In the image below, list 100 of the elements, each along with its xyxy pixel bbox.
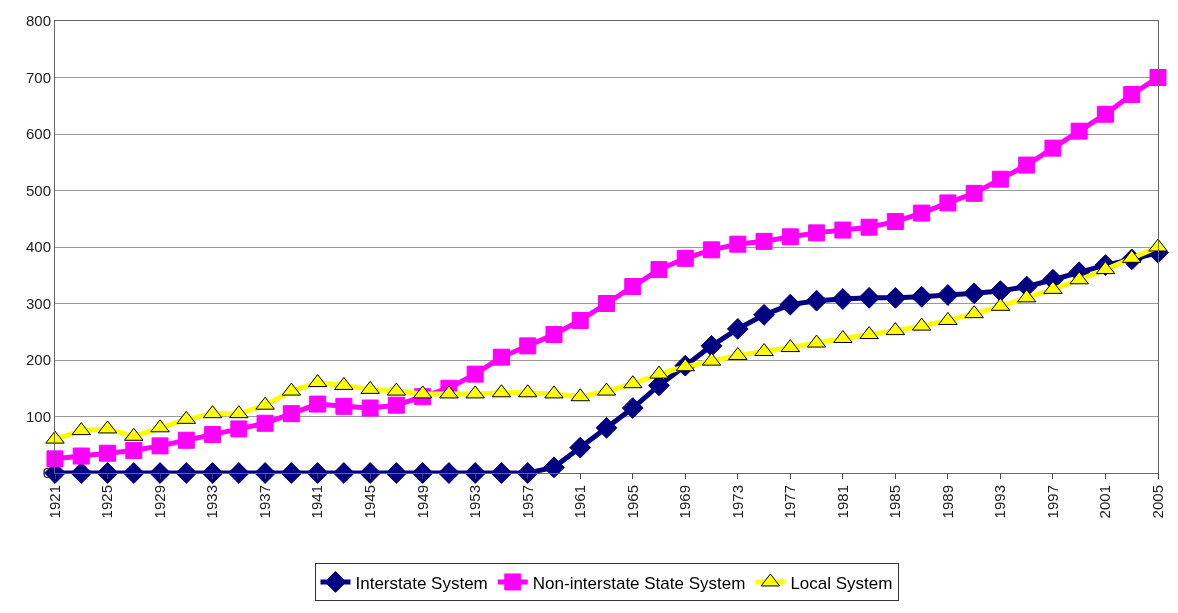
point xyxy=(571,311,589,329)
point xyxy=(700,334,723,357)
point xyxy=(201,462,224,484)
legend-label: Interstate System xyxy=(355,573,488,593)
point xyxy=(309,395,327,413)
point xyxy=(939,194,957,212)
point xyxy=(726,318,749,340)
x-tick-label: 1933 xyxy=(203,485,221,519)
x-tick-label: 1957 xyxy=(518,485,536,519)
point xyxy=(516,462,539,484)
point xyxy=(779,293,802,316)
point xyxy=(754,343,774,357)
y-tick-label: 200 xyxy=(25,351,51,369)
point xyxy=(204,426,222,444)
point xyxy=(334,376,354,390)
y-tick-label: 400 xyxy=(25,238,51,256)
point xyxy=(361,399,379,417)
point xyxy=(150,419,170,433)
point xyxy=(387,396,405,414)
point xyxy=(753,303,775,326)
x-tick-label: 2005 xyxy=(1148,485,1166,519)
y-tick-label: 100 xyxy=(25,407,51,425)
point xyxy=(230,420,248,438)
y-tick-label: 300 xyxy=(25,294,51,312)
point xyxy=(72,447,90,465)
x-tick-label: 1965 xyxy=(623,485,641,519)
point xyxy=(438,462,460,484)
x-tick-label: 1961 xyxy=(571,485,589,519)
legend-label: Local System xyxy=(790,573,893,593)
x-tick-label: 1941 xyxy=(308,485,326,519)
x-tick-label: 1973 xyxy=(728,485,746,519)
x-tick-label: 1949 xyxy=(413,485,431,519)
point xyxy=(649,365,669,379)
point xyxy=(886,213,904,231)
point xyxy=(1043,280,1063,294)
y-tick-label: 700 xyxy=(25,68,51,86)
point xyxy=(149,462,171,484)
y-tick-label: 800 xyxy=(25,12,51,30)
point xyxy=(623,375,643,389)
point xyxy=(45,430,65,444)
point xyxy=(70,462,93,484)
point xyxy=(570,388,590,402)
point xyxy=(1122,249,1142,263)
point xyxy=(492,348,510,366)
point xyxy=(122,462,145,484)
point xyxy=(859,326,879,340)
point xyxy=(255,396,275,410)
point xyxy=(834,221,852,239)
point xyxy=(256,414,274,432)
point xyxy=(831,288,854,310)
x-tick-label: 1993 xyxy=(991,485,1009,519)
x-tick-label: 1997 xyxy=(1043,485,1061,519)
point xyxy=(621,397,644,419)
legend-label: Non-interstate State System xyxy=(532,573,746,593)
point xyxy=(335,397,353,415)
point xyxy=(1070,122,1088,140)
point xyxy=(411,462,434,484)
point xyxy=(385,462,408,484)
point xyxy=(1149,69,1167,86)
point xyxy=(124,427,144,441)
x-tick-label: 1953 xyxy=(466,485,484,519)
point xyxy=(490,462,513,484)
point xyxy=(227,462,250,484)
point xyxy=(71,422,91,436)
point xyxy=(595,416,618,439)
point xyxy=(808,224,826,242)
point xyxy=(282,405,300,423)
point xyxy=(1148,238,1168,252)
point xyxy=(884,286,907,309)
point xyxy=(1044,139,1062,157)
point xyxy=(439,385,459,399)
point xyxy=(543,456,565,479)
y-tick-label: 500 xyxy=(25,181,51,199)
point xyxy=(360,380,380,394)
point xyxy=(465,385,485,399)
point xyxy=(965,184,983,202)
point xyxy=(359,462,382,484)
point xyxy=(466,365,484,383)
x-tick-label: 1969 xyxy=(676,485,694,519)
point xyxy=(781,228,799,246)
point xyxy=(858,286,881,309)
point xyxy=(99,444,117,462)
x-tick-label: 1945 xyxy=(361,485,379,519)
y-tick-label: 600 xyxy=(25,125,51,143)
point xyxy=(805,289,828,312)
point xyxy=(545,326,563,344)
point xyxy=(569,436,592,459)
point xyxy=(125,441,143,459)
point xyxy=(989,280,1012,302)
x-tick-label: 1929 xyxy=(150,485,168,519)
point xyxy=(254,462,276,484)
point xyxy=(676,249,694,267)
x-tick-label: 1989 xyxy=(938,485,956,519)
point xyxy=(229,405,249,419)
x-tick-label: 2001 xyxy=(1096,485,1114,519)
point xyxy=(544,385,564,399)
point xyxy=(913,204,931,222)
point xyxy=(1123,85,1141,103)
point xyxy=(96,462,119,484)
point xyxy=(963,282,986,305)
